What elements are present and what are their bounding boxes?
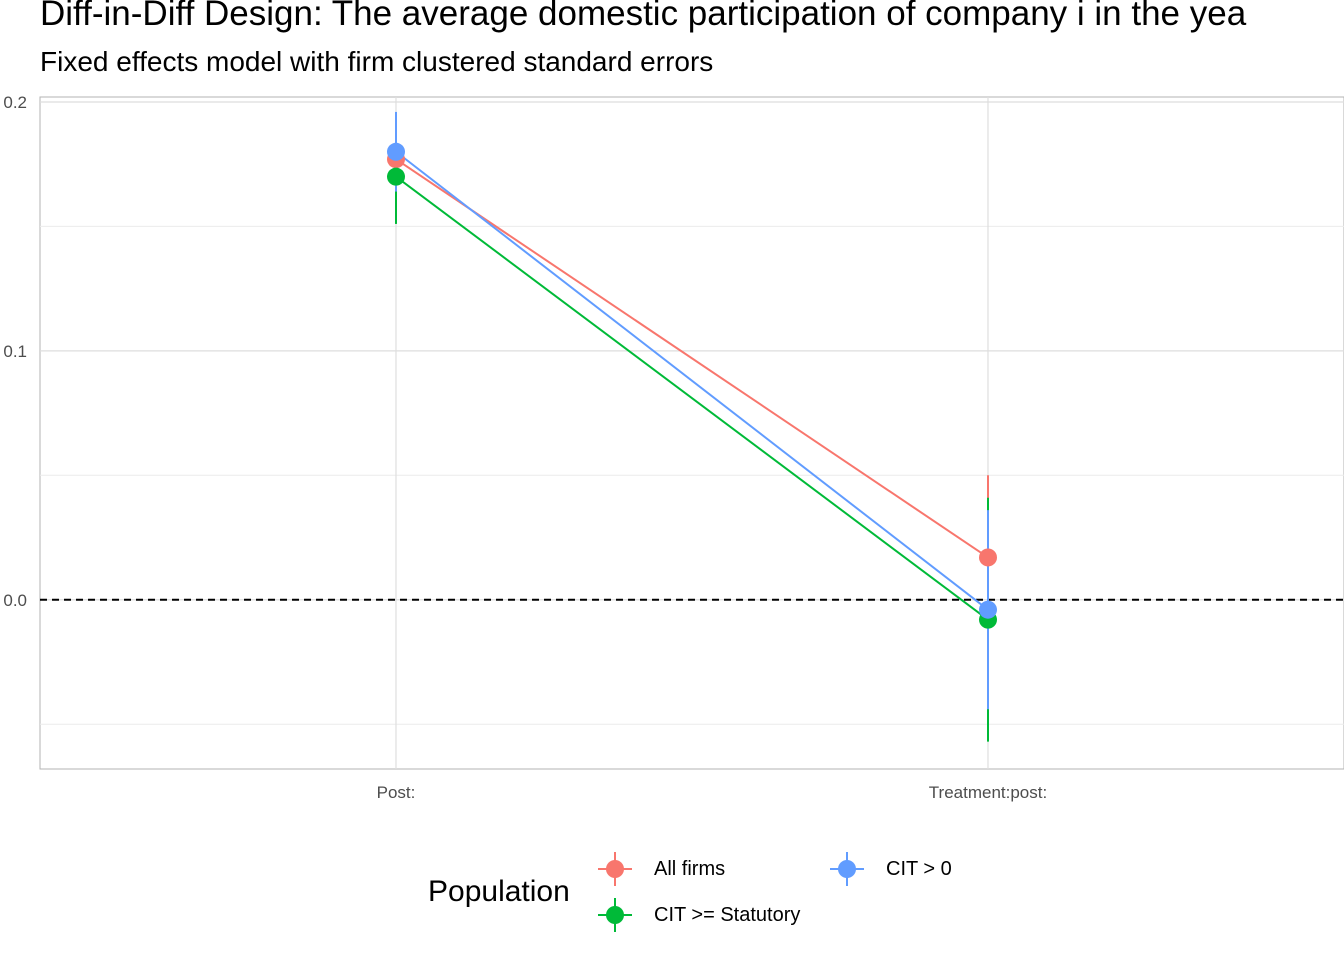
legend-key-point-cit-statutory (606, 906, 624, 924)
legend-key-point-cit-0 (838, 860, 856, 878)
y-tick-label: 0.0 (3, 591, 27, 610)
x-tick-label: Treatment:post: (929, 783, 1047, 802)
chart-subtitle: Fixed effects model with firm clustered … (40, 46, 714, 77)
series-line-cit-statutory (395, 175, 989, 621)
legend-label-cit-positive: CIT > 0 (886, 858, 952, 880)
legend-key-point-all-firms (606, 860, 624, 878)
series-line-all-firms (395, 158, 989, 559)
data-point-cit-0 (387, 142, 405, 161)
data-point-all-firms (979, 548, 997, 567)
data-point-cit-0 (979, 600, 997, 619)
y-tick-label: 0.2 (3, 93, 27, 112)
y-tick-label: 0.1 (3, 342, 27, 361)
legend-label-all-firms: All firms (654, 858, 726, 880)
plot-panel (39, 96, 1344, 770)
data-point-cit-statutory (387, 167, 405, 186)
legend-title: Population (428, 875, 570, 908)
x-tick-label: Post: (377, 783, 416, 802)
legend-label-cit-statutory: CIT >= Statutory (654, 904, 801, 926)
chart-title: Diff-in-Diff Design: The average domesti… (40, 0, 1247, 33)
series-line-cit-0 (395, 150, 989, 611)
